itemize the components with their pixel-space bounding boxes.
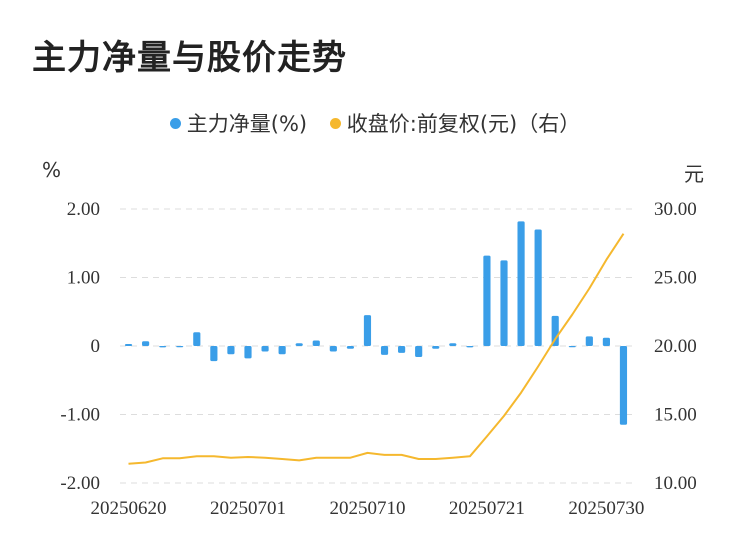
left-tick-label: 2.00 <box>67 199 100 220</box>
x-tick-label: 20250730 <box>568 498 644 519</box>
x-tick-label: 20250701 <box>210 498 286 519</box>
bar[interactable] <box>517 221 525 346</box>
right-tick-label: 15.00 <box>654 405 697 426</box>
bar[interactable] <box>483 255 491 346</box>
right-tick-label: 20.00 <box>654 336 697 357</box>
bar[interactable] <box>210 346 218 362</box>
x-tick-label: 20250721 <box>449 498 525 519</box>
bar[interactable] <box>619 346 628 425</box>
bar[interactable] <box>346 346 354 349</box>
legend-dot-close-price <box>329 117 341 129</box>
bar-series <box>124 221 628 425</box>
bar[interactable] <box>415 346 423 357</box>
legend-label-close-price: 收盘价:前复权(元)（右） <box>346 112 581 136</box>
x-tick-label: 20250710 <box>329 498 405 519</box>
right-axis-unit: 元 <box>684 162 704 186</box>
legend: 主力净量(%) 收盘价:前复权(元)（右） <box>0 108 750 138</box>
left-tick-label: 1.00 <box>67 268 100 289</box>
bar[interactable] <box>380 346 389 355</box>
grid-lines <box>120 208 632 484</box>
left-tick-label: -1.00 <box>60 405 100 426</box>
bar[interactable] <box>159 346 167 348</box>
bar[interactable] <box>193 332 201 346</box>
bar[interactable] <box>142 341 150 346</box>
bar[interactable] <box>500 260 508 346</box>
bar[interactable] <box>278 346 286 355</box>
legend-item-net-flow[interactable]: 主力净量(%) <box>169 108 308 138</box>
tick-labels: 2.00 1.00 0 -1.00 -2.00 30.00 25.00 20.00 15.00 1… <box>60 199 696 519</box>
line-series <box>128 233 625 465</box>
left-tick-label: 0 <box>91 336 101 357</box>
bar[interactable] <box>602 337 610 346</box>
bar[interactable] <box>534 229 542 346</box>
bar[interactable] <box>227 346 235 355</box>
bar[interactable] <box>261 346 269 352</box>
bar[interactable] <box>466 346 474 348</box>
right-tick-label: 30.00 <box>654 199 697 220</box>
bar[interactable] <box>568 346 576 348</box>
bar[interactable] <box>363 315 372 346</box>
bar[interactable] <box>551 315 559 346</box>
bar[interactable] <box>244 346 252 359</box>
bar[interactable] <box>398 346 406 353</box>
bar[interactable] <box>329 346 337 352</box>
bar[interactable] <box>449 343 457 346</box>
bar[interactable] <box>585 336 593 346</box>
legend-item-close-price[interactable]: 收盘价:前复权(元)（右） <box>329 108 581 138</box>
bar[interactable] <box>295 343 303 346</box>
left-tick-label: -2.00 <box>60 473 100 494</box>
bar[interactable] <box>176 346 184 348</box>
right-tick-label: 10.00 <box>654 473 697 494</box>
bar[interactable] <box>432 346 440 349</box>
bar[interactable] <box>124 343 133 346</box>
left-axis-unit: % <box>42 158 62 182</box>
close-price-line[interactable] <box>128 233 625 465</box>
x-tick-label: 20250620 <box>91 498 167 519</box>
right-tick-label: 25.00 <box>654 268 697 289</box>
legend-label-net-flow: 主力净量(%) <box>186 112 308 136</box>
bar[interactable] <box>312 340 320 346</box>
chart-title: 主力净量与股价走势 <box>32 38 347 78</box>
legend-dot-net-flow <box>169 117 181 129</box>
